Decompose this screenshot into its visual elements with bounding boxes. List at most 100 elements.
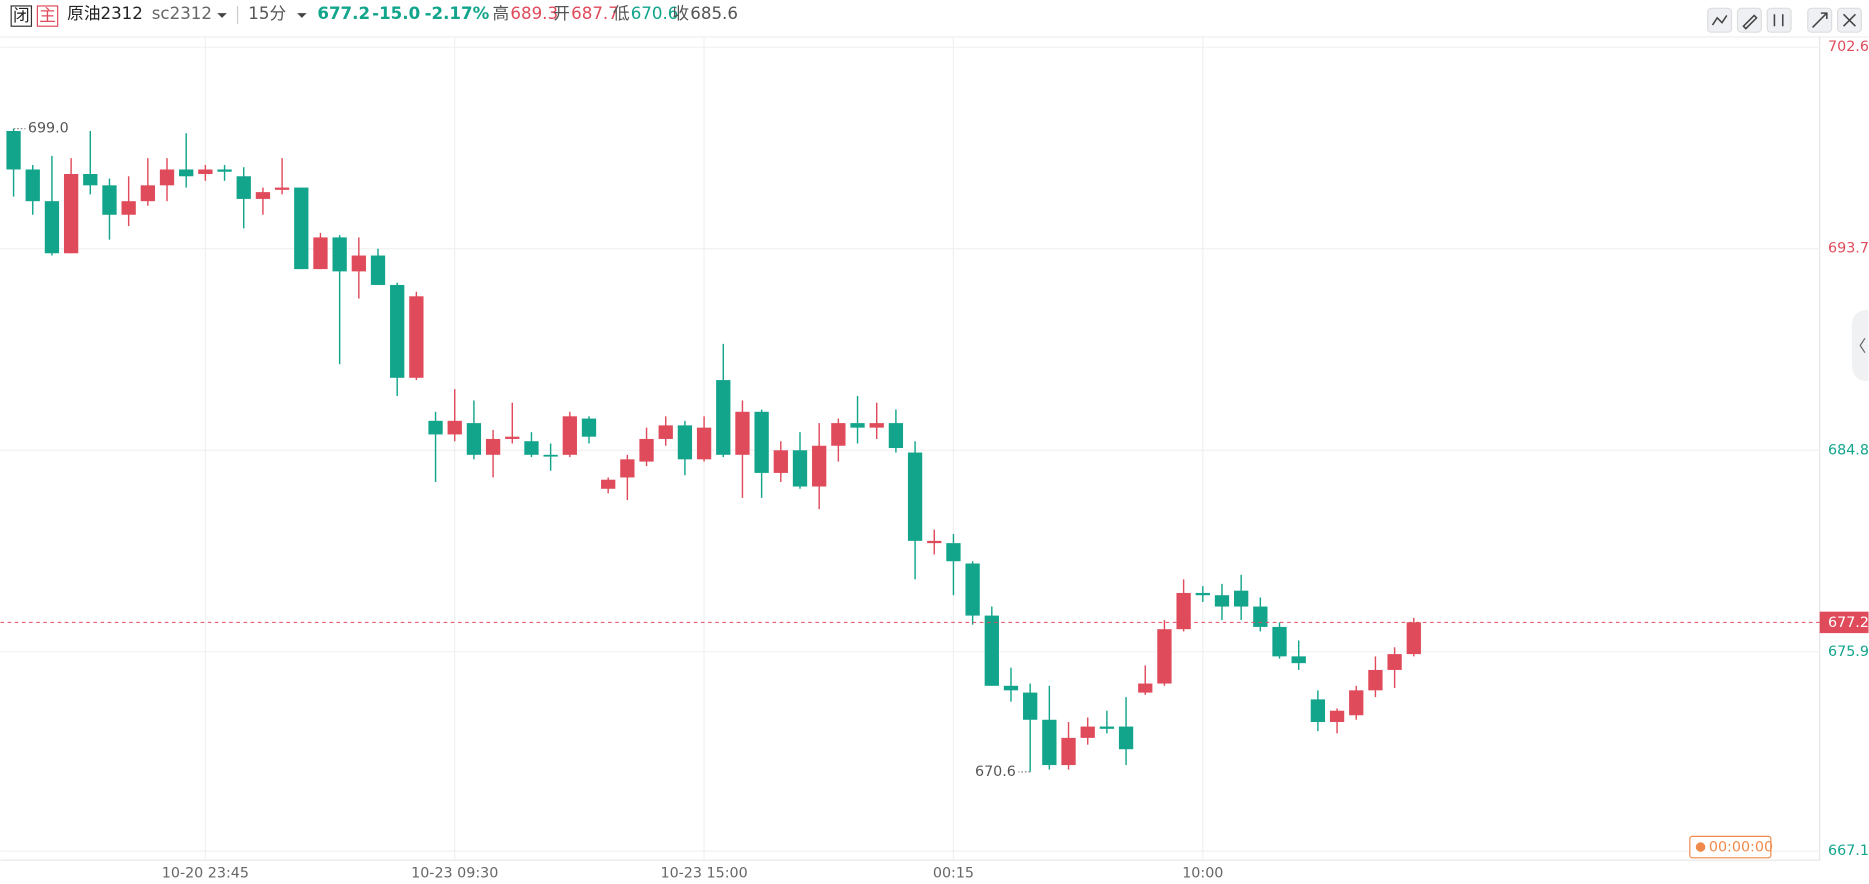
candle-body <box>1061 737 1076 766</box>
badge: 闭 <box>13 6 30 25</box>
x-tick-label: 10-23 09:30 <box>411 865 498 881</box>
dropdown-arrow[interactable] <box>217 13 227 18</box>
candle-body <box>639 438 654 462</box>
x-tick-label: 10-20 23:45 <box>162 865 249 881</box>
icon <box>1742 14 1758 30</box>
stat-value: 689.3 <box>510 4 558 23</box>
candle-body <box>1195 592 1210 596</box>
candle-body <box>754 411 769 473</box>
candle-body <box>313 237 328 270</box>
candle-body <box>524 441 539 455</box>
dropdown-arrow[interactable] <box>297 13 307 18</box>
candle-body <box>1291 656 1306 664</box>
candle-body <box>198 169 213 174</box>
candle-body <box>351 255 366 272</box>
candle-body <box>965 563 980 616</box>
candle-body <box>735 411 750 455</box>
icon <box>1773 14 1784 27</box>
icon <box>1711 15 1728 26</box>
candle-body <box>888 423 904 449</box>
candle-body <box>83 173 98 186</box>
candle-body <box>390 284 405 378</box>
candle-body <box>1118 726 1134 750</box>
side-toggle-icon <box>1859 338 1866 353</box>
candle-body <box>159 169 175 186</box>
tool-button[interactable] <box>1766 7 1792 33</box>
stat-label: 开 <box>553 4 570 23</box>
candle-body <box>543 454 558 457</box>
candle-body <box>677 425 693 460</box>
candle-body <box>946 543 961 562</box>
y-tick-label: 684.8 <box>1828 442 1869 458</box>
candle-body <box>447 420 462 435</box>
timer-box <box>1689 835 1772 859</box>
candle-body <box>773 450 788 473</box>
candle-body <box>332 237 347 272</box>
candle-body <box>1042 719 1057 766</box>
y-tick-label: 702.6 <box>1828 39 1869 55</box>
candle-body <box>696 427 712 460</box>
y-tick-label: 667.1 <box>1828 843 1869 859</box>
candle-body <box>1138 683 1153 693</box>
icon <box>1842 13 1856 27</box>
candle-body <box>1349 690 1364 716</box>
candle-body <box>428 420 443 435</box>
candle-body <box>716 380 731 455</box>
symbol-code[interactable]: sc2312 <box>152 4 212 23</box>
current-price-box <box>1819 611 1869 634</box>
candle-body <box>179 169 194 177</box>
candle-body <box>907 452 923 541</box>
timer: 00:00:00 <box>1709 840 1773 856</box>
candle-body <box>102 185 117 215</box>
candle-body <box>44 201 60 254</box>
candle-body <box>1253 606 1268 627</box>
stat-value: 687.7 <box>571 4 619 23</box>
candle-body <box>581 418 597 437</box>
candle-body <box>869 423 884 428</box>
candle-body <box>1176 592 1191 630</box>
candle-body <box>25 169 40 202</box>
candle-body <box>294 187 309 270</box>
candle-body <box>1157 629 1172 684</box>
candle-body <box>831 423 846 446</box>
candle-body <box>1023 692 1038 720</box>
candle-body <box>658 425 673 439</box>
candle-body <box>140 185 155 202</box>
badge-box <box>36 5 59 27</box>
candle-body <box>562 416 577 455</box>
candle-body <box>217 169 232 172</box>
x-tick-label: 10-23 15:00 <box>660 865 747 881</box>
candle-body <box>1329 710 1345 723</box>
candle-body <box>236 176 251 199</box>
candle-body <box>1003 685 1019 691</box>
stat-label: 低 <box>613 4 630 23</box>
candle-body <box>1272 626 1287 657</box>
stat-value: 670.6 <box>631 4 679 23</box>
candle-body <box>485 438 501 455</box>
candle-body <box>927 540 942 544</box>
last-price: 677.2 <box>317 4 370 23</box>
period[interactable]: 15分 <box>248 4 286 23</box>
change: -15.0 <box>372 4 420 23</box>
candle-body <box>1099 726 1115 729</box>
badge-box <box>10 5 33 27</box>
symbol-name[interactable]: 原油2312 <box>67 4 143 23</box>
candle-body <box>1214 595 1230 607</box>
annotation: 670.6 <box>975 764 1016 780</box>
annotation: 699.0 <box>28 121 69 137</box>
candle-body <box>850 423 865 428</box>
candle-body <box>792 450 808 487</box>
candle-body <box>984 615 999 686</box>
candle-body <box>505 436 520 439</box>
candle-body <box>1387 654 1402 670</box>
badge: 主 <box>39 6 56 25</box>
candle-body <box>601 479 616 489</box>
stat-label: 收 <box>672 4 689 23</box>
icon <box>1811 12 1828 28</box>
candle-body <box>409 296 424 378</box>
y-tick-label: 693.7 <box>1828 241 1869 257</box>
candle-body <box>1406 622 1421 655</box>
candle-body <box>1080 726 1095 738</box>
timer-icon <box>1695 842 1706 852</box>
